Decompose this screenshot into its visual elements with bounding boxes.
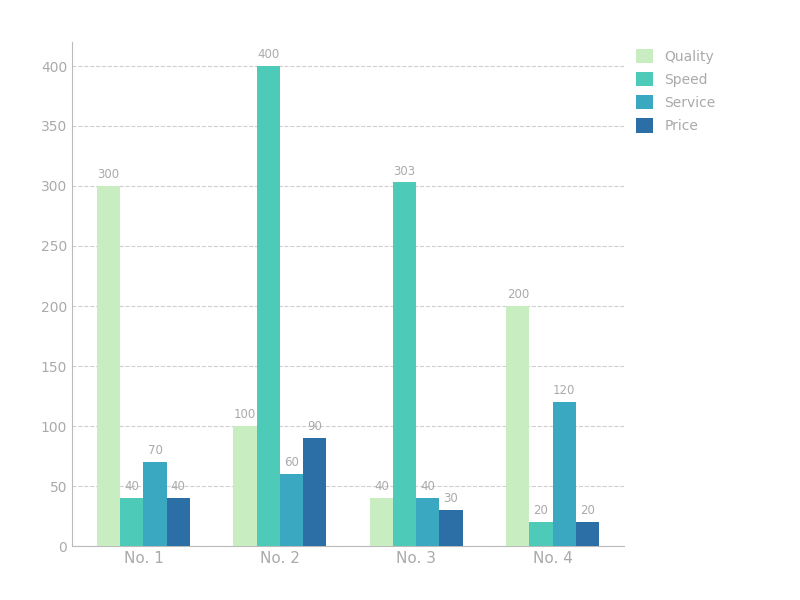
Text: 120: 120 [553,384,575,397]
Text: 40: 40 [374,480,389,493]
Text: 20: 20 [534,504,548,517]
Bar [506,306,530,546]
Bar [416,498,439,546]
Text: 20: 20 [580,504,594,517]
Text: 60: 60 [284,456,299,469]
Bar [303,438,326,546]
Text: 303: 303 [394,164,416,178]
Bar [530,522,553,546]
Bar [370,498,393,546]
Bar [120,498,143,546]
Text: 200: 200 [506,288,529,301]
Legend: Quality, Speed, Service, Price: Quality, Speed, Service, Price [637,49,715,133]
Bar [234,426,257,546]
Text: 40: 40 [420,480,435,493]
Text: 40: 40 [125,480,139,493]
Text: 70: 70 [148,444,162,457]
Bar [576,522,599,546]
Text: 40: 40 [170,480,186,493]
Text: 30: 30 [443,492,458,505]
Text: 300: 300 [98,168,120,181]
Bar [143,462,166,546]
Bar [553,402,576,546]
Bar [280,474,303,546]
Bar [439,510,462,546]
Bar [97,186,120,546]
Bar [166,498,190,546]
Text: 100: 100 [234,408,256,421]
Bar [393,182,416,546]
Bar [257,66,280,546]
Text: 400: 400 [257,48,279,61]
Text: 90: 90 [307,420,322,433]
